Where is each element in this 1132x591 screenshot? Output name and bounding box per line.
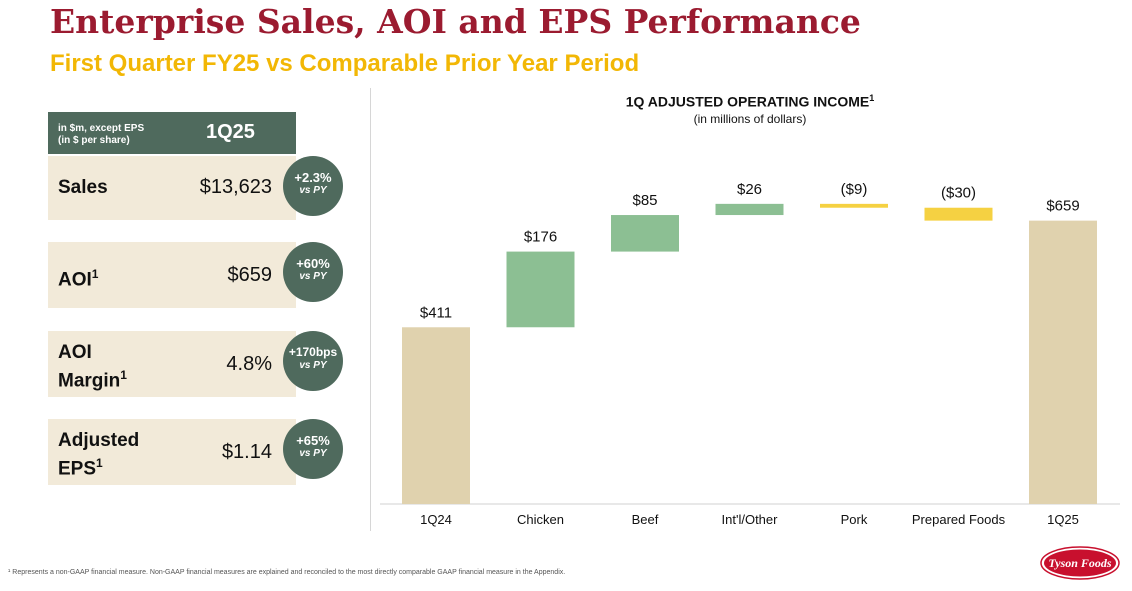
kpi-value-aoi: $659 [227,264,273,286]
kpi-unit-note: in $m, except EPS (in $ per share) [58,123,168,147]
aoi-waterfall-chart: $411 1Q24 $176 Chicken $85 Beef $26 Int'l/Other… [380,181,1120,527]
chart-title-sup: 1 [869,93,875,103]
kpi-label-adjusted-eps: Adjusted EPS1 [58,429,139,480]
kpi-row-aoi: AOI1 $659 [48,242,296,308]
kpi-period: 1Q25 [206,121,255,143]
kpi-vs-sales: vs PY [299,185,327,196]
kpi-row-sales: Sales $13,623 [48,156,296,220]
chart-title-text: 1Q ADJUSTED OPERATING INCOME [625,93,870,110]
bar-beef [611,215,679,252]
kpi-label-adjusted-eps-sup: 1 [96,456,103,470]
kpi-label-sales: Sales [58,177,108,198]
kpi-unit-line1: in $m, except EPS [58,123,145,134]
kpi-value-sales: $13,623 [199,176,272,198]
kpi-value-aoi-margin: 4.8% [226,353,272,375]
kpi-badge-aoi: +60% vs PY [283,242,343,302]
kpi-vs-adjusted-eps: vs PY [299,448,327,459]
tyson-foods-logo: Tyson Foods [1040,546,1120,580]
bar-prepared-foods [924,207,993,221]
footnote: ¹ Represents a non-GAAP financial measur… [8,569,566,576]
chart-title: 1Q ADJUSTED OPERATING INCOME1 [380,93,1120,110]
x-tick-int-l-other: Int'l/Other [722,512,779,527]
data-label-int-l-other: $26 [737,181,762,198]
kpi-change-aoi: +60% [296,256,330,271]
kpi-label-adjusted-eps-line2: EPS [58,458,97,480]
x-tick-prepared-foods: Prepared Foods [912,512,1006,527]
bar-1q24 [402,327,470,504]
bar-int-l-other [715,203,784,216]
kpi-label-aoi: AOI1 [58,263,98,291]
kpi-row-adjusted-eps: Adjusted EPS1 $1.14 [48,419,296,485]
kpi-row-aoi-margin: AOI Margin1 4.8% [48,331,296,397]
bar-1q25 [1029,220,1097,504]
kpi-label-aoi-sup: 1 [91,267,99,281]
page-title: Enterprise Sales, AOI and EPS Performanc… [50,2,861,41]
kpi-label-aoi-margin-line2: Margin [58,370,121,392]
page-subtitle: First Quarter FY25 vs Comparable Prior Y… [50,50,640,77]
kpi-badge-sales: +2.3% vs PY [283,156,343,216]
kpi-unit-line2: (in $ per share) [58,135,130,146]
data-label-1q25: $659 [1046,198,1079,215]
data-label-prepared-foods: ($30) [941,185,976,202]
kpi-label-aoi-margin: AOI Margin1 [58,341,127,392]
x-tick-beef: Beef [632,512,659,527]
bar-pork [820,203,888,208]
kpi-vs-aoi: vs PY [299,271,327,282]
svg-text:Tyson Foods: Tyson Foods [1048,556,1112,570]
kpi-change-sales: +2.3% [294,170,332,185]
kpi-label-adjusted-eps-line1: Adjusted [58,430,140,451]
kpi-badge-adjusted-eps: +65% vs PY [283,419,343,479]
x-tick-chicken: Chicken [517,512,564,527]
data-label-pork: ($9) [841,181,868,198]
kpi-vs-aoi-margin: vs PY [299,360,327,371]
kpi-label-aoi-margin-sup: 1 [120,368,127,382]
kpi-label-aoi-text: AOI [58,269,92,291]
kpi-change-aoi-margin: +170bps [288,345,338,359]
chart-subtitle: (in millions of dollars) [693,112,807,126]
kpi-value-adjusted-eps: $1.14 [221,441,272,463]
bar-chicken [506,251,575,328]
data-label-1q24: $411 [420,304,452,321]
data-label-beef: $85 [632,192,657,209]
kpi-badge-aoi-margin: +170bps vs PY [283,331,343,391]
x-tick-pork: Pork [841,512,868,527]
kpi-header: in $m, except EPS (in $ per share) 1Q25 [48,112,296,154]
x-tick-1q25: 1Q25 [1047,512,1079,527]
data-label-chicken: $176 [524,229,557,246]
section-divider [370,88,371,531]
kpi-label-aoi-margin-line1: AOI [58,342,92,363]
x-tick-1q24: 1Q24 [420,512,452,527]
kpi-change-adjusted-eps: +65% [296,433,330,448]
